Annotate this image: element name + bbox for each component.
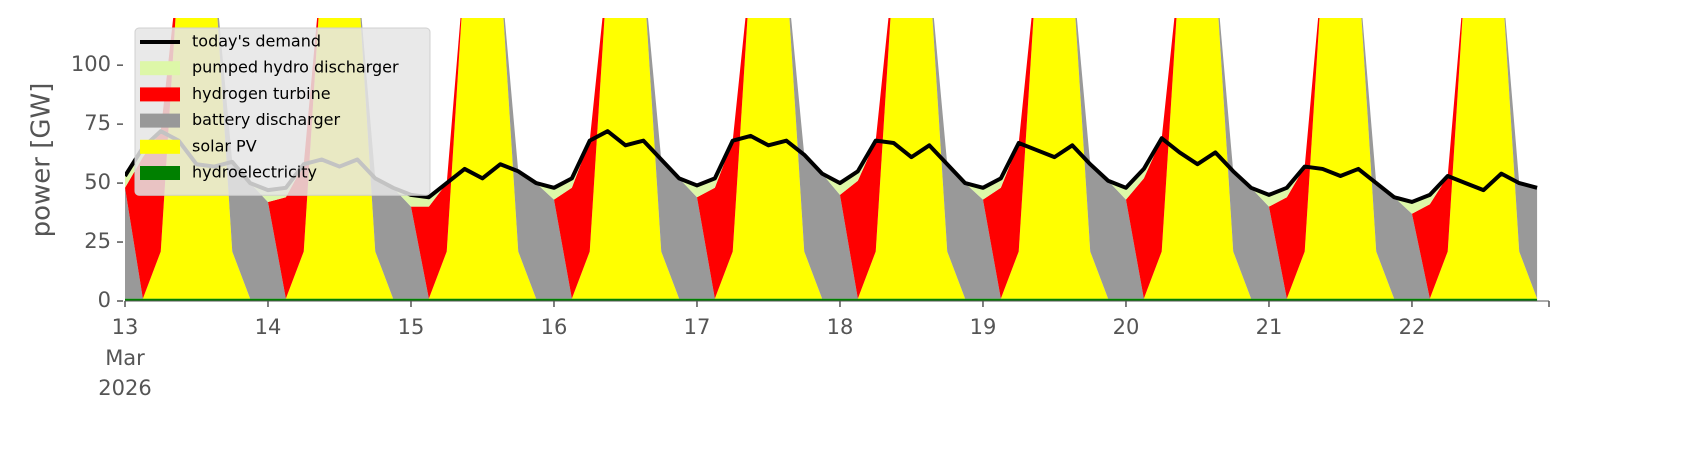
x-tick-label: 18 xyxy=(827,315,854,339)
area xyxy=(125,298,1538,301)
x-tick-label: 17 xyxy=(684,315,711,339)
y-tick-label: 25 xyxy=(84,229,111,253)
legend-swatch xyxy=(140,166,180,180)
x-tick-label: 19 xyxy=(970,315,997,339)
x-year-label: 2026 xyxy=(98,376,151,400)
legend-label: hydrogen turbine xyxy=(192,84,331,103)
legend-swatch xyxy=(140,113,180,128)
y-tick-label: 75 xyxy=(84,111,111,135)
legend-label: today's demand xyxy=(192,32,321,51)
x-tick-label: 20 xyxy=(1113,315,1140,339)
x-tick-label: 14 xyxy=(255,315,282,339)
x-tick-label: 16 xyxy=(541,315,568,339)
y-axis-label: power [GW] xyxy=(27,83,57,238)
legend-label: solar PV xyxy=(192,136,257,155)
legend-swatch xyxy=(140,139,180,154)
x-tick-label: 21 xyxy=(1256,315,1283,339)
area xyxy=(125,18,1538,299)
legend-box xyxy=(134,27,431,196)
y-tick-label: 0 xyxy=(98,288,111,312)
y-tick-label: 100 xyxy=(71,52,111,76)
legend-swatch xyxy=(140,61,180,76)
x-month-label: Mar xyxy=(105,346,145,370)
legend-label: pumped hydro discharger xyxy=(192,58,399,77)
legend-label: battery discharger xyxy=(192,110,340,129)
area xyxy=(125,18,1538,299)
x-tick-label: 13 xyxy=(112,315,139,339)
legend-label: hydroelectricity xyxy=(192,163,317,182)
x-tick-label: 15 xyxy=(398,315,425,339)
y-tick-label: 50 xyxy=(84,170,111,194)
x-tick-label: 22 xyxy=(1399,315,1426,339)
legend-swatch xyxy=(140,87,180,102)
legend: today's demand pumped hydro discharger hyd… xyxy=(134,27,431,196)
